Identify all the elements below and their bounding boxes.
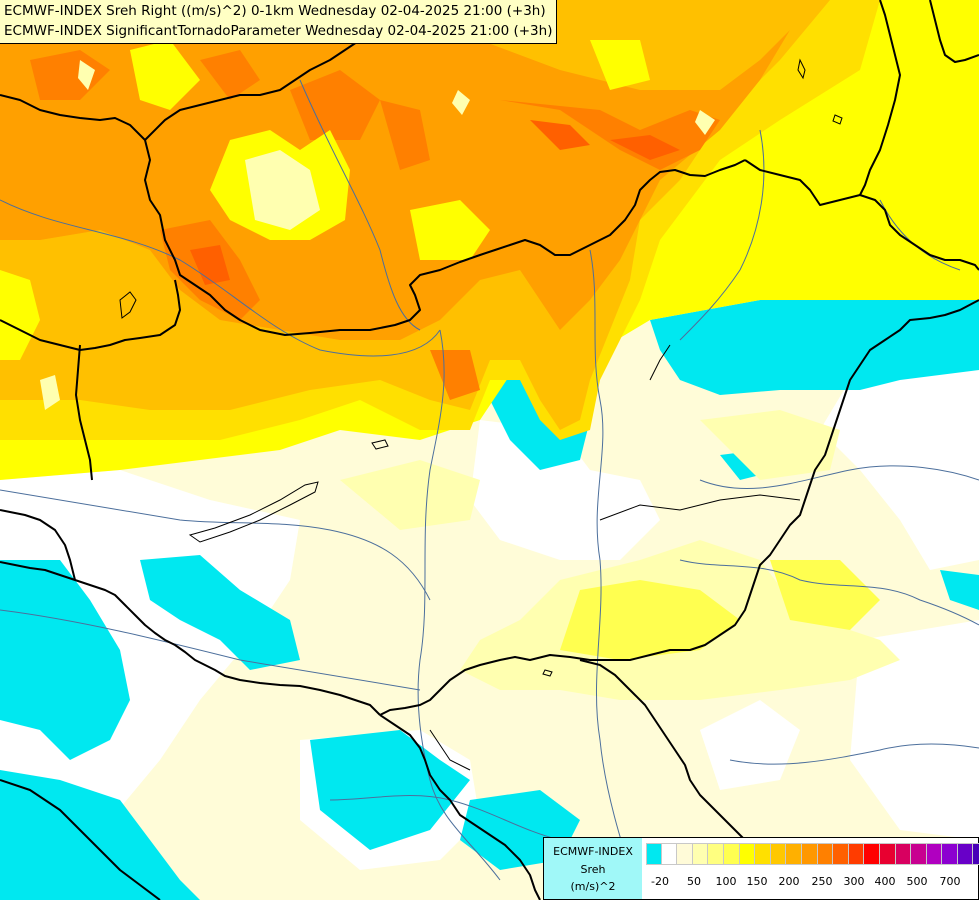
legend-swatch	[911, 843, 927, 865]
legend-title-parameter: Sreh	[580, 863, 606, 876]
legend-swatch	[646, 843, 662, 865]
legend-tick-label: 700	[939, 875, 961, 888]
legend-title-model: ECMWF-INDEX	[553, 845, 633, 858]
lake-neusiedl	[119, 291, 137, 319]
field-yellow	[560, 560, 880, 660]
legend-swatch	[957, 843, 974, 865]
legend-tick-label: 200	[778, 875, 800, 888]
legend-swatch	[708, 843, 724, 865]
legend-swatch	[833, 843, 849, 865]
legend-swatch	[895, 843, 912, 865]
legend-tick-label: 100	[715, 875, 737, 888]
legend-title-box: ECMWF-INDEX Sreh (m/s)^2	[544, 838, 642, 899]
legend-swatch	[739, 843, 756, 865]
legend-title-unit: (m/s)^2	[570, 880, 616, 893]
legend-swatch	[864, 843, 880, 865]
legend-swatch	[661, 843, 678, 865]
legend-swatch	[879, 843, 896, 865]
legend-tick-label: 500	[906, 875, 928, 888]
header-line-1: ECMWF-INDEX Sreh Right ((m/s)^2) 0-1km W…	[4, 3, 546, 19]
region-borders	[429, 58, 843, 771]
legend-swatch	[786, 843, 802, 865]
header-line-2: ECMWF-INDEX SignificantTornadoParameter …	[4, 23, 553, 39]
lake-small	[371, 439, 389, 450]
legend-swatch	[755, 843, 771, 865]
legend-swatch	[926, 843, 943, 865]
legend-swatch	[817, 843, 834, 865]
field-lightyellow-islands	[40, 60, 715, 410]
legend-swatch	[723, 843, 740, 865]
legend-tick-label: 50	[687, 875, 701, 888]
legend-tick-label: 150	[746, 875, 768, 888]
legend-swatch	[677, 843, 693, 865]
legend-swatch	[942, 843, 958, 865]
legend-tick-label: 300	[843, 875, 865, 888]
map-header: ECMWF-INDEX Sreh Right ((m/s)^2) 0-1km W…	[0, 0, 558, 44]
legend-swatch	[848, 843, 865, 865]
legend-swatch	[801, 843, 818, 865]
lakes	[119, 291, 389, 543]
lake-balaton	[188, 481, 319, 543]
rivers	[0, 79, 979, 900]
legend-tick-label: -20	[651, 875, 669, 888]
legend-swatch	[692, 843, 709, 865]
legend-tick-label: 400	[874, 875, 896, 888]
legend-swatch	[973, 843, 979, 865]
legend-tick-label: 250	[811, 875, 833, 888]
legend-color-bar	[646, 843, 979, 865]
field-red	[190, 120, 680, 285]
legend-swatch	[770, 843, 787, 865]
color-legend: ECMWF-INDEX Sreh (m/s)^2 -20 50 100 150 200 2…	[543, 837, 979, 900]
